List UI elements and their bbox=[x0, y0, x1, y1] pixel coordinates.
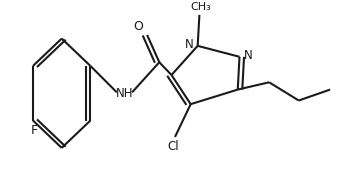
Text: O: O bbox=[133, 20, 143, 33]
Text: CH₃: CH₃ bbox=[191, 2, 211, 12]
Text: NH: NH bbox=[116, 87, 133, 100]
Text: N: N bbox=[244, 49, 252, 62]
Text: F: F bbox=[31, 124, 38, 137]
Text: N: N bbox=[185, 38, 194, 51]
Text: Cl: Cl bbox=[167, 139, 179, 153]
